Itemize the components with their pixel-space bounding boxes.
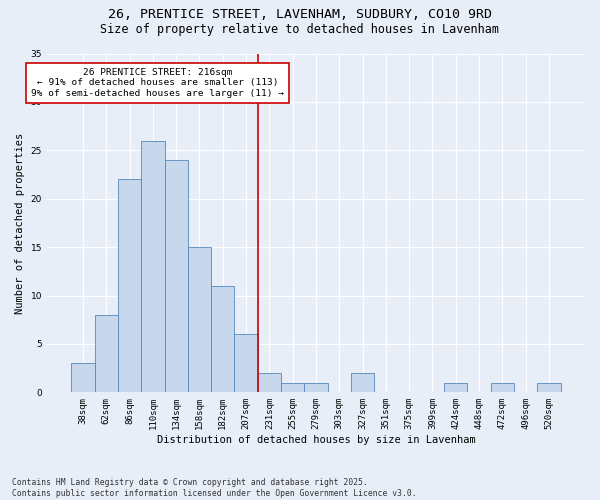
Bar [211, 286, 235, 393]
Bar [164, 160, 188, 392]
Y-axis label: Number of detached properties: Number of detached properties [15, 132, 25, 314]
Bar [537, 382, 560, 392]
X-axis label: Distribution of detached houses by size in Lavenham: Distribution of detached houses by size … [157, 435, 475, 445]
Bar [188, 247, 211, 392]
Bar [351, 373, 374, 392]
Text: Size of property relative to detached houses in Lavenham: Size of property relative to detached ho… [101, 22, 499, 36]
Bar [235, 334, 258, 392]
Bar [444, 382, 467, 392]
Bar [141, 140, 164, 392]
Bar [304, 382, 328, 392]
Bar [118, 180, 141, 392]
Bar [95, 315, 118, 392]
Text: Contains HM Land Registry data © Crown copyright and database right 2025.
Contai: Contains HM Land Registry data © Crown c… [12, 478, 416, 498]
Bar [71, 364, 95, 392]
Text: 26 PRENTICE STREET: 216sqm
← 91% of detached houses are smaller (113)
9% of semi: 26 PRENTICE STREET: 216sqm ← 91% of deta… [31, 68, 284, 98]
Bar [258, 373, 281, 392]
Text: 26, PRENTICE STREET, LAVENHAM, SUDBURY, CO10 9RD: 26, PRENTICE STREET, LAVENHAM, SUDBURY, … [108, 8, 492, 20]
Bar [491, 382, 514, 392]
Bar [281, 382, 304, 392]
